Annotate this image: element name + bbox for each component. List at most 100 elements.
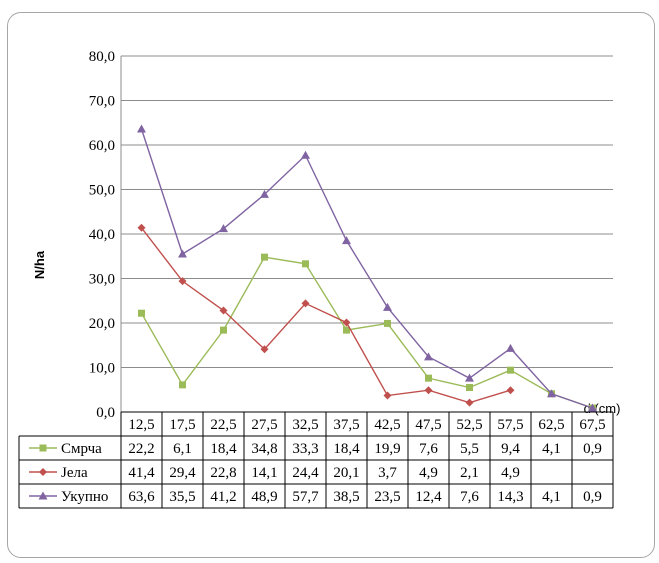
table-cell-value: 0,9 bbox=[583, 489, 602, 505]
table-cell-value: 35,5 bbox=[169, 489, 195, 505]
data-point bbox=[137, 223, 146, 232]
category-label: 17,5 bbox=[169, 417, 195, 433]
data-point bbox=[506, 343, 515, 352]
series-line bbox=[140, 227, 511, 404]
y-tick-label: 20,0 bbox=[89, 316, 115, 332]
table-cell-value: 4,1 bbox=[542, 489, 561, 505]
data-point bbox=[138, 309, 145, 317]
category-label: 32,5 bbox=[292, 417, 318, 433]
table-cell-value: 5,5 bbox=[460, 441, 479, 457]
data-point bbox=[261, 253, 268, 261]
table-cell-value: 14,1 bbox=[251, 465, 277, 481]
legend-series-name: Јела bbox=[61, 465, 88, 481]
data-point bbox=[383, 391, 392, 400]
data-table: 12,5 17,5 22,5 27,5 32,5 37,5 42,5 47,5 52,5 57,5… bbox=[18, 411, 614, 509]
category-label: 47,5 bbox=[415, 417, 441, 433]
table-cell-value: 34,8 bbox=[251, 441, 277, 457]
table-cell-value: 18,4 bbox=[210, 441, 237, 457]
legend-series-name: Укупно bbox=[61, 489, 108, 505]
table-cell-value: 7,6 bbox=[419, 441, 438, 457]
table-cell-value: 23,5 bbox=[374, 489, 400, 505]
legend-marker bbox=[38, 491, 48, 500]
category-label: 22,5 bbox=[210, 417, 236, 433]
category-label: 62,5 bbox=[538, 417, 564, 433]
y-tick-label: 30,0 bbox=[89, 272, 115, 288]
y-axis-label: N/ha bbox=[32, 250, 47, 279]
data-point bbox=[465, 373, 474, 382]
category-label: 27,5 bbox=[251, 417, 277, 433]
series-line bbox=[140, 128, 593, 409]
table-cell-value: 20,1 bbox=[333, 465, 359, 481]
category-label: 67,5 bbox=[579, 417, 605, 433]
data-point bbox=[137, 124, 146, 133]
data-point bbox=[220, 326, 227, 334]
chart-frame bbox=[7, 12, 655, 558]
data-point bbox=[260, 345, 269, 354]
table-cell-value: 14,3 bbox=[497, 489, 523, 505]
category-label: 52,5 bbox=[456, 417, 482, 433]
table-cell-value: 38,5 bbox=[333, 489, 359, 505]
data-point bbox=[547, 389, 556, 398]
table-cell-value: 7,6 bbox=[460, 489, 479, 505]
y-tick-label: 40,0 bbox=[89, 227, 115, 243]
data-point bbox=[301, 150, 310, 159]
table-cell-value: 41,4 bbox=[128, 465, 155, 481]
data-point bbox=[178, 249, 187, 258]
table-cell-value: 2,1 bbox=[460, 465, 479, 481]
table-cell-value: 12,4 bbox=[415, 489, 442, 505]
data-point bbox=[506, 386, 515, 395]
legend-series-name: Смрча bbox=[61, 441, 102, 457]
series-2 bbox=[137, 223, 515, 407]
legend-marker bbox=[39, 444, 47, 452]
data-point bbox=[260, 189, 269, 198]
table-cell-value: 18,4 bbox=[333, 441, 360, 457]
table-cell-value: 0,9 bbox=[583, 441, 602, 457]
y-tick-labels: 0,0 10,0 20,0 30,0 40,0 50,0 60,0 70,0 80,0 bbox=[89, 49, 115, 421]
data-point bbox=[424, 352, 433, 361]
data-point bbox=[343, 326, 350, 334]
table-cell-value: 48,9 bbox=[251, 489, 277, 505]
table-cell-value: 63,6 bbox=[128, 489, 155, 505]
table-cell-value: 4,9 bbox=[501, 465, 520, 481]
series-1 bbox=[138, 253, 596, 412]
table-cell-value: 24,4 bbox=[292, 465, 319, 481]
series-line bbox=[140, 256, 593, 409]
table-cell-value: 4,1 bbox=[542, 441, 561, 457]
table-cell-value: 3,7 bbox=[378, 465, 397, 481]
data-point bbox=[507, 366, 514, 374]
table-cell-value: 9,4 bbox=[501, 441, 520, 457]
data-point bbox=[466, 384, 473, 392]
data-point bbox=[219, 306, 228, 315]
series-lines bbox=[137, 124, 597, 412]
table-cell-value: 22,8 bbox=[210, 465, 236, 481]
y-tick-label: 50,0 bbox=[89, 183, 115, 199]
y-tick-label: 10,0 bbox=[89, 361, 115, 377]
y-tick-label: 70,0 bbox=[89, 94, 115, 110]
table-cell-value: 22,2 bbox=[128, 441, 154, 457]
data-point bbox=[384, 319, 391, 327]
category-label: 12,5 bbox=[128, 417, 154, 433]
data-point bbox=[301, 299, 310, 308]
table-cell-value: 41,2 bbox=[210, 489, 236, 505]
table-cell-value: 33,3 bbox=[292, 441, 318, 457]
y-tick-label: 80,0 bbox=[89, 49, 115, 65]
y-tick-label: 60,0 bbox=[89, 138, 115, 154]
table-cell-value: 19,9 bbox=[374, 441, 400, 457]
data-point bbox=[425, 374, 432, 382]
category-label: 42,5 bbox=[374, 417, 400, 433]
table-cell-value: 4,9 bbox=[419, 465, 438, 481]
data-point bbox=[383, 302, 392, 311]
legend-marker bbox=[39, 468, 47, 476]
series-3 bbox=[137, 124, 597, 412]
category-label: 37,5 bbox=[333, 417, 359, 433]
table-cell-value: 29,4 bbox=[169, 465, 196, 481]
category-label: 57,5 bbox=[497, 417, 523, 433]
data-point bbox=[588, 403, 597, 412]
data-point bbox=[342, 236, 351, 245]
table-cell-value: 57,7 bbox=[292, 489, 319, 505]
data-point bbox=[465, 398, 474, 407]
table-cell-value: 6,1 bbox=[173, 441, 192, 457]
data-point bbox=[424, 386, 433, 395]
data-point bbox=[219, 224, 228, 233]
